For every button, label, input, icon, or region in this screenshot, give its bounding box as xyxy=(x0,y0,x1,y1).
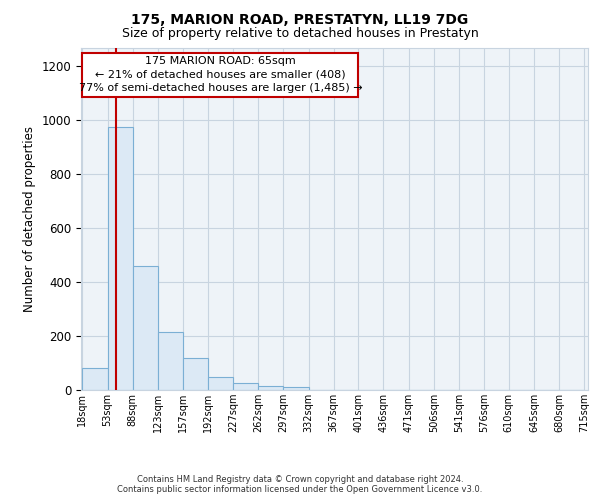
Bar xyxy=(182,358,208,390)
Text: 175 MARION ROAD: 65sqm: 175 MARION ROAD: 65sqm xyxy=(145,56,296,66)
Text: 77% of semi-detached houses are larger (1,485) →: 77% of semi-detached houses are larger (… xyxy=(79,82,362,92)
Text: Size of property relative to detached houses in Prestatyn: Size of property relative to detached ho… xyxy=(122,28,478,40)
Bar xyxy=(107,127,133,390)
Bar xyxy=(208,376,233,390)
Bar xyxy=(158,332,182,390)
Bar xyxy=(233,384,258,390)
Y-axis label: Number of detached properties: Number of detached properties xyxy=(23,126,36,312)
Text: Contains HM Land Registry data © Crown copyright and database right 2024.
Contai: Contains HM Land Registry data © Crown c… xyxy=(118,474,482,494)
Bar xyxy=(133,266,158,390)
Text: ← 21% of detached houses are smaller (408): ← 21% of detached houses are smaller (40… xyxy=(95,70,346,80)
Bar xyxy=(82,368,107,390)
FancyBboxPatch shape xyxy=(82,53,358,98)
Bar xyxy=(283,388,308,390)
Text: 175, MARION ROAD, PRESTATYN, LL19 7DG: 175, MARION ROAD, PRESTATYN, LL19 7DG xyxy=(131,12,469,26)
Bar xyxy=(258,386,283,390)
